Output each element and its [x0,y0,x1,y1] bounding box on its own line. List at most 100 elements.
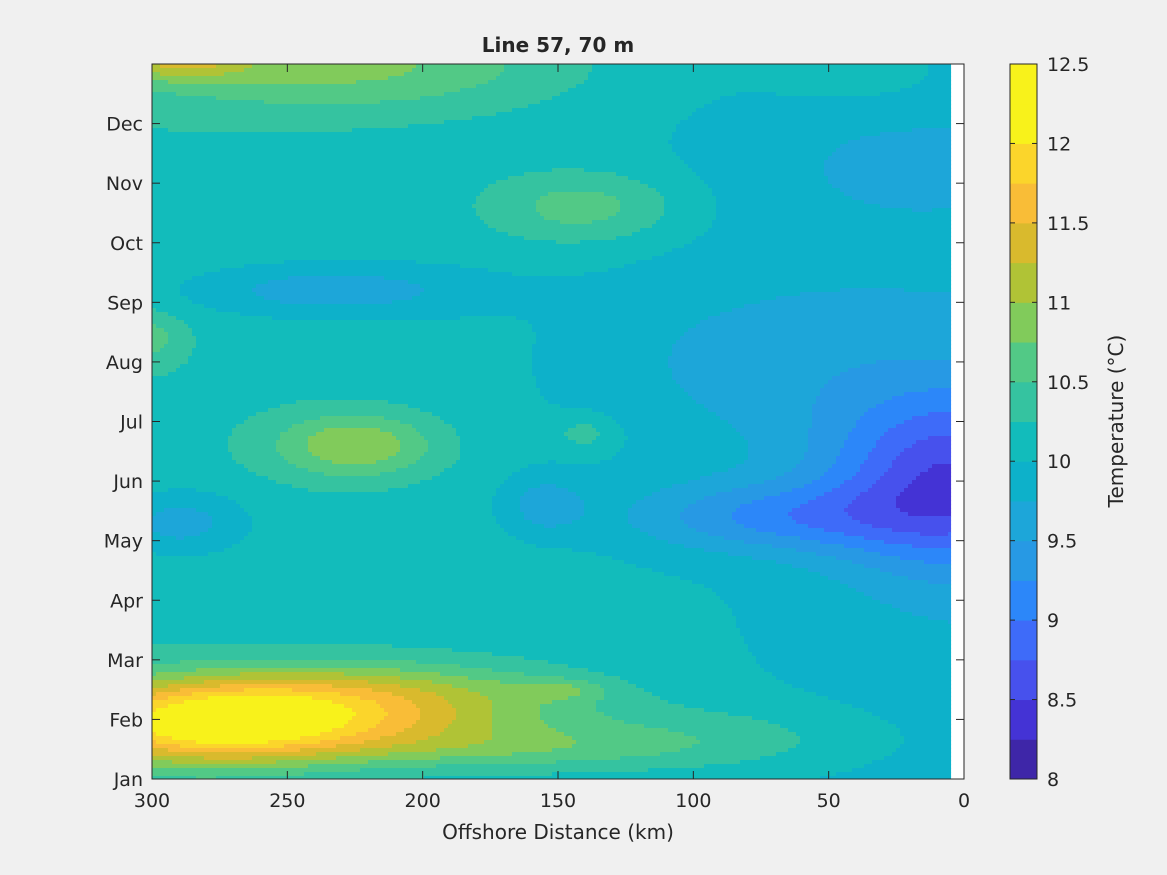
contour-cell [536,384,681,389]
contour-cell [560,220,593,225]
contour-cell [824,492,861,497]
contour-cell [416,720,453,725]
contour-cell [484,220,561,225]
contour-cell [408,280,952,285]
contour-cell [536,376,673,381]
contour-cell [672,368,849,373]
contour-cell [904,288,952,293]
contour-cell [808,440,845,445]
contour-cell [152,772,305,777]
contour-cell [576,424,593,429]
contour-cell [152,420,245,425]
contour-cell [456,432,565,437]
contour-cell [704,404,813,409]
contour-cell [388,456,421,461]
contour-cell [300,704,345,709]
contour-cell [452,464,529,469]
contour-cell [420,708,457,713]
colorbar-segment [1010,739,1037,780]
contour-cell [896,748,952,753]
contour-cell [428,736,493,741]
contour-cell [644,688,805,693]
contour-cell [152,252,665,257]
contour-cell [816,496,857,501]
contour-cell [152,152,677,157]
contour-cell [872,596,952,601]
contour-cell [680,384,825,389]
contour-cell [600,460,745,465]
contour-cell [820,540,885,545]
contour-cell [332,728,369,733]
contour-cell [776,532,845,537]
contour-cell [624,444,749,449]
contour-cell [152,572,665,577]
contour-cell [432,476,509,481]
contour-cell [708,228,952,233]
contour-cell [300,736,341,741]
contour-cell [152,232,509,237]
contour-cell [752,716,881,721]
contour-cell [596,704,685,709]
contour-cell [680,336,952,341]
contour-cell [656,188,713,193]
contour-cell [416,704,453,709]
contour-cell [744,524,809,529]
contour-cell [668,140,849,145]
contour-cell [896,456,952,461]
colorbar-segment [1010,302,1037,343]
contour-cell [152,452,233,457]
contour-cell [724,600,881,605]
contour-cell [152,468,249,473]
contour-cell [152,380,537,385]
contour-cell [444,92,561,97]
contour-cell [920,532,949,537]
contour-cell [492,720,545,725]
colorbar-tick-label: 8 [1047,769,1059,791]
contour-cell [372,688,421,693]
colorbar-segment [1010,699,1037,740]
contour-cell [800,536,865,541]
contour-cell [612,716,753,721]
contour-cell [184,700,237,705]
contour-cell [832,464,861,469]
contour-cell [468,744,573,749]
colorbar-segment [1010,143,1037,184]
contour-cell [252,756,337,761]
contour-cell [828,696,952,701]
contour-cell [652,568,809,573]
contour-cell [216,776,425,779]
contour-cell [692,112,952,117]
contour-cell [792,564,865,569]
contour-cell [152,776,197,779]
contour-cell [608,268,952,273]
contour-cell [628,508,685,513]
contour-cell [456,712,493,717]
contour-cell [588,668,765,673]
contour-cell [716,200,865,205]
contour-cell [876,440,917,445]
contour-cell [836,456,869,461]
contour-cell [912,416,952,421]
contour-cell [912,444,952,449]
contour-cell [580,240,693,245]
contour-cell [184,708,317,713]
contour-cell [172,760,277,765]
contour-cell [828,576,909,581]
contour-cell [628,176,701,181]
contour-cell [152,588,713,593]
contour-cell [356,80,489,85]
contour-cell [304,772,553,777]
contour-cell [852,476,881,481]
contour-cell [896,500,952,505]
contour-cell [692,240,952,245]
contour-cell [704,764,865,769]
contour-cell [928,412,952,417]
colorbar-segment [1010,540,1037,581]
contour-cell [512,752,661,757]
contour-cell [840,144,952,149]
contour-cell [808,428,853,433]
contour-cell [692,744,797,749]
contour-cell [496,228,641,233]
contour-cell [852,428,889,433]
contour-cell [412,700,449,705]
